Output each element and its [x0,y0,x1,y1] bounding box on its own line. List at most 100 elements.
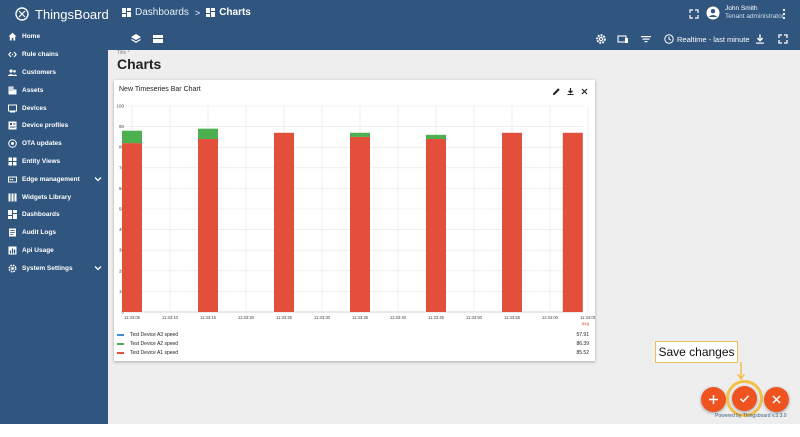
user-menu[interactable]: John Smith Tenant administrator [706,5,784,21]
y-tick-label: 100 [116,104,124,109]
title-field-label: Title * [117,50,130,56]
add-widget-button[interactable] [701,387,726,412]
pointer-arrow-icon [736,362,746,381]
legend-avg-value: 57.91 [576,332,589,338]
breadcrumb-label: Dashboards [135,7,189,18]
clock-icon [664,34,674,44]
bar-chart: 010203040506070809010011:33:0511:33:1011… [116,104,595,321]
bar-test-device-a1-speed [198,138,218,312]
x-tick-label: 11:33:25 [276,315,293,320]
fullscreen-icon[interactable] [688,8,700,20]
timewindow-button[interactable]: Realtime - last minute [664,32,750,46]
sidebar-item-label: Edge management [22,175,80,183]
bar-test-device-a1-speed [562,132,583,312]
bar-test-device-a2-speed [122,130,142,144]
sidebar-item-assets[interactable]: Assets [0,81,108,99]
sidebar: Home Rule chains Customers Assets Device… [0,28,108,424]
audit-logs-icon [9,228,16,237]
app-name: ThingsBoard [35,6,109,22]
cancel-edit-button[interactable] [764,387,789,412]
sidebar-item-home[interactable]: Home [0,28,108,46]
close-icon[interactable] [580,87,589,96]
sidebar-item-api-usage[interactable]: Api Usage [0,242,108,260]
download-icon[interactable] [566,87,575,96]
devices-icon[interactable] [617,33,629,45]
thingsboard-logo-icon [15,7,29,21]
powered-by-footer[interactable]: Powered by Thingsboard v.3.3.0 [715,413,787,419]
x-tick-label: 11:33:15 [200,315,217,320]
sidebar-item-system-settings[interactable]: System Settings [0,259,108,277]
sidebar-item-label: Customers [22,68,56,76]
y-tick-label: 10 [119,289,125,294]
home-icon [8,33,17,41]
sidebar-item-label: Audit Logs [22,229,56,237]
y-tick-label: 20 [119,268,125,273]
device-profiles-icon [8,121,17,130]
brand-logo[interactable]: ThingsBoard [14,5,109,23]
chart-widget[interactable]: 010203040506070809010011:33:0511:33:1011… [114,80,595,361]
legend-row[interactable]: Test Device A1 speed 85.52 [117,349,589,357]
breadcrumb-dashboards[interactable]: Dashboards [122,7,189,18]
legend-row[interactable]: Test Device A2 speed 86.39 [117,340,589,348]
check-icon [739,395,750,403]
dashboard-toolbar: Realtime - last minute [108,28,800,50]
legend-swatch [117,334,124,336]
bar-test-device-a1-speed [502,132,522,312]
x-tick-label: 11:33:05 [124,315,141,320]
add-icon [709,395,718,404]
customers-icon [8,69,17,76]
rule-chains-icon [8,51,17,58]
x-tick-label: 11:33:10 [162,315,179,320]
sidebar-item-dashboards[interactable]: Dashboards [0,206,108,224]
more-vert-icon[interactable] [782,8,786,20]
widget-title: New Timeseries Bar Chart [119,86,201,93]
save-changes-button[interactable] [732,386,757,411]
edit-icon[interactable] [552,87,561,96]
x-tick-label: 11:33:30 [314,315,331,320]
dashboard-title-input[interactable]: Charts [117,56,162,72]
legend-series-name: Test Device A3 speed [130,332,179,338]
sidebar-item-entity-views[interactable]: Entity Views [0,153,108,171]
sidebar-item-customers[interactable]: Customers [0,64,108,82]
gear-icon[interactable] [595,33,607,45]
chevron-down-icon [94,266,102,271]
sidebar-item-label: Home [22,33,41,41]
sidebar-item-rule-chains[interactable]: Rule chains [0,46,108,64]
sidebar-item-ota-updates[interactable]: OTA updates [0,135,108,153]
x-tick-label: 11:33:40 [390,315,407,320]
filter-icon[interactable] [640,33,652,45]
x-tick-label: 11:33:45 [428,315,445,320]
y-tick-label: 90 [119,124,125,129]
breadcrumb-charts: Charts [206,7,251,18]
bar-test-device-a2-speed [350,132,370,137]
user-name: John Smith [725,5,758,12]
top-bar: ThingsBoard Dashboards > Charts John [0,0,800,28]
dashboards-icon [122,8,131,17]
download-icon[interactable] [754,33,766,45]
legend-swatch [117,343,124,345]
legend-avg-value: 86.39 [576,341,589,347]
sidebar-item-audit-logs[interactable]: Audit Logs [0,224,108,242]
sidebar-item-label: Widgets Library [22,193,72,201]
layers-icon[interactable] [130,33,142,45]
legend-row[interactable]: Test Device A3 speed 57.91 [117,331,589,339]
api-usage-icon [8,246,17,255]
widgets-library-icon [8,193,17,202]
sidebar-item-device-profiles[interactable]: Device profiles [0,117,108,135]
x-tick-label: 11:33:55 [504,315,521,320]
sidebar-item-edge-management[interactable]: Edge management [0,170,108,188]
states-icon[interactable] [152,33,164,45]
user-role: Tenant administrator [725,13,784,20]
legend-header-avg: avg [581,321,589,326]
breadcrumb: Dashboards > Charts [122,7,251,18]
timewindow-label: Realtime - last minute [677,34,750,44]
sidebar-item-devices[interactable]: Devices [0,99,108,117]
dashboards-icon [206,8,216,17]
sidebar-item-label: Devices [22,104,47,112]
sidebar-item-widgets-library[interactable]: Widgets Library [0,188,108,206]
app-window: ThingsBoard Dashboards > Charts John [0,0,800,424]
sidebar-item-label: Entity Views [22,157,61,165]
chevron-down-icon [94,177,102,182]
bar-test-device-a1-speed [426,138,446,312]
fullscreen-icon[interactable] [777,33,789,45]
